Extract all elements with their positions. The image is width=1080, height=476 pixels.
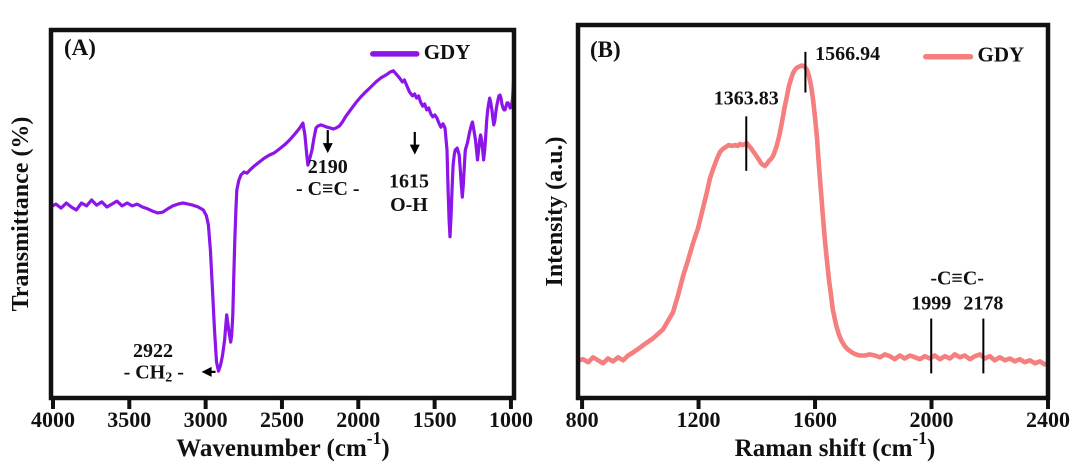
annotation-label: O-H xyxy=(390,193,428,215)
annotation-label: - CH2 - xyxy=(124,361,184,386)
spectrum-curve-gdy xyxy=(51,69,514,373)
annotation-label: 2178 xyxy=(963,292,1003,314)
annotation-label: 1999 xyxy=(911,292,951,314)
arrowhead-icon xyxy=(201,366,212,377)
annotation: 2190- C≡C - xyxy=(296,130,360,200)
annotation-label: 1615 xyxy=(389,170,429,192)
annotation-label: 1566.94 xyxy=(815,43,880,65)
tick-label: 4000 xyxy=(31,407,75,432)
tick-label: 1500 xyxy=(413,407,457,432)
annotation-label: - C≡C - xyxy=(296,178,360,200)
annotation: 2178 xyxy=(963,292,1003,374)
tick-label: 800 xyxy=(566,407,599,432)
annotation: 2922- CH2 - xyxy=(124,340,216,386)
tick-label: 1000 xyxy=(489,407,533,432)
tick-label: 2400 xyxy=(1026,407,1070,432)
plot-border xyxy=(575,22,1051,401)
annotation: 1566.94 xyxy=(804,43,880,93)
panel-label: (A) xyxy=(64,35,96,60)
annotation-label: 2190 xyxy=(308,156,348,178)
annotation-label: -C≡C- xyxy=(930,267,984,289)
tick-label: 2000 xyxy=(336,407,380,432)
legend-label: GDY xyxy=(424,40,471,64)
legend-label: GDY xyxy=(978,43,1025,67)
annotation-label: 2922 xyxy=(133,340,173,362)
y-axis-label: Intensity (a.u.) xyxy=(542,136,568,286)
spectrum-curve-gdy xyxy=(578,63,1048,367)
panel-b: 800 1200 1600 2000 2400 Raman shift (cm-1) Int… xyxy=(542,22,1070,462)
tick-label: 3000 xyxy=(184,407,228,432)
arrowhead-icon xyxy=(322,143,333,154)
x-axis-label: Wavenumber (cm-1) xyxy=(176,428,389,462)
tick-label: 2000 xyxy=(910,407,954,432)
legend: GDY xyxy=(923,43,1025,67)
tick-label: 1600 xyxy=(793,407,837,432)
panel-a: 4000 3500 3000 2500 2000 1500 1000 Wavenumber (… xyxy=(8,27,533,462)
panel-label: (B) xyxy=(590,37,621,62)
arrowhead-icon xyxy=(409,144,420,155)
annotation-label: 1363.83 xyxy=(714,87,779,109)
legend: GDY xyxy=(370,40,471,64)
plot-border xyxy=(48,27,517,401)
annotation: 1363.83 xyxy=(714,87,779,171)
y-axis-label: Transmittance (%) xyxy=(8,117,34,312)
x-axis-label: Raman shift (cm-1) xyxy=(735,428,936,462)
tick-label: 3500 xyxy=(107,407,151,432)
tick-label: 1200 xyxy=(677,407,721,432)
annotation: -C≡C- xyxy=(930,267,984,289)
tick-label: 2500 xyxy=(260,407,304,432)
annotation: 1999 xyxy=(911,292,951,374)
